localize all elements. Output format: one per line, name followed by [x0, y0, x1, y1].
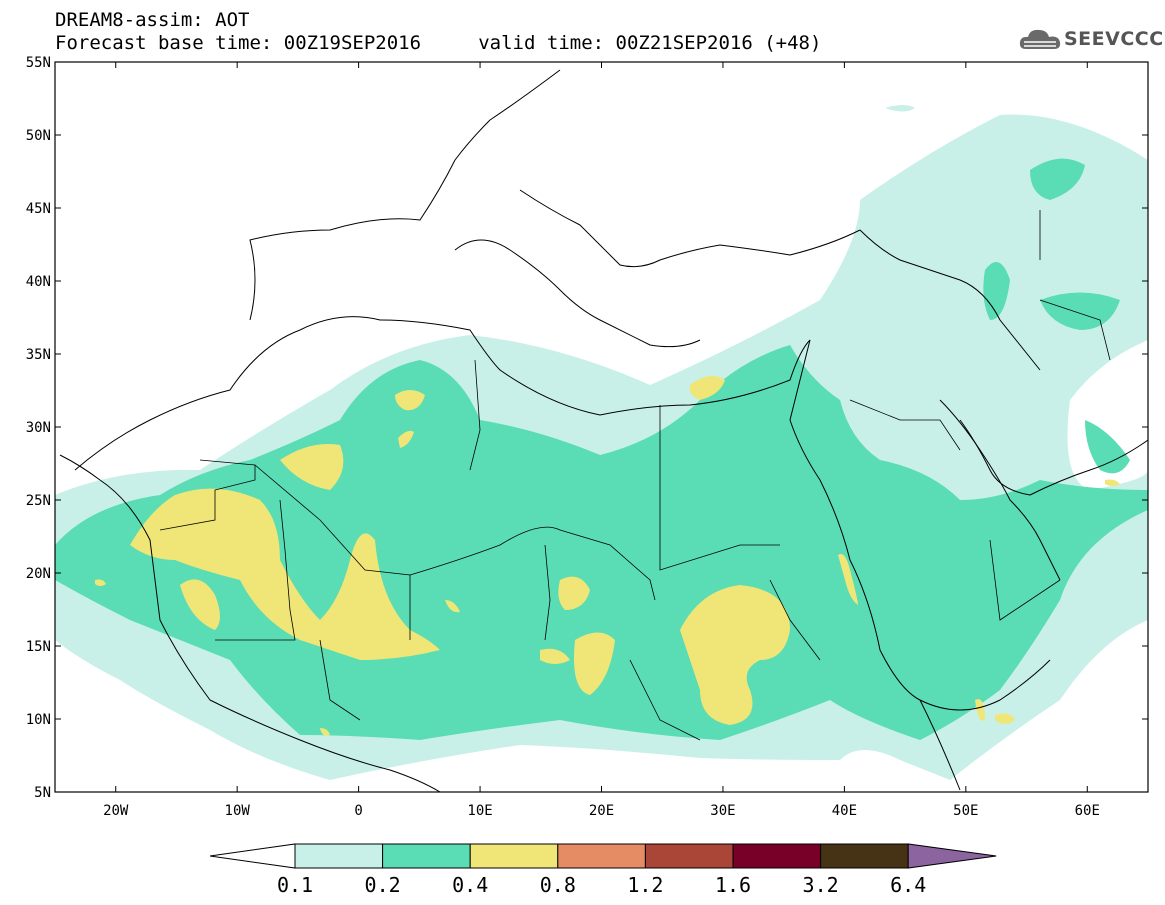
lat-tick-label: 50N	[26, 128, 51, 144]
colorbar-label: 1.6	[715, 873, 751, 897]
forecast-time-line: Forecast base time: 00Z19SEP2016 valid t…	[55, 32, 822, 54]
lat-tick-label: 15N	[26, 639, 51, 655]
colorbar-label: 0.2	[365, 873, 401, 897]
lat-tick-label: 25N	[26, 493, 51, 509]
logo-text: SEEVCCC	[1064, 28, 1164, 50]
colorbar-label: 3.2	[803, 873, 839, 897]
colorbar-box	[820, 843, 909, 869]
colorbar-label: 0.4	[452, 873, 488, 897]
lon-tick-label: 20W	[103, 803, 129, 819]
lon-tick-label: 10W	[225, 803, 251, 819]
lon-tick-label: 20E	[589, 803, 614, 819]
aot-contours	[55, 69, 1148, 792]
lat-tick-label: 45N	[26, 201, 51, 217]
colorbar-box	[557, 843, 646, 869]
colorbar-box	[644, 843, 734, 869]
latitude-axis: 55N 50N 45N 40N 35N 30N 25N 20N 15N 10N 5N	[26, 55, 1148, 801]
lon-tick-label: 50E	[953, 803, 978, 819]
lat-tick-label: 5N	[34, 785, 51, 801]
seevccc-logo: SEEVCCC	[1018, 24, 1163, 54]
lon-tick-label: 10E	[467, 803, 492, 819]
coastlines	[59, 69, 1148, 792]
colorbar-upper-arrow	[907, 843, 997, 869]
lat-tick-label: 35N	[26, 347, 51, 363]
colorbar-label: 0.1	[277, 873, 313, 897]
map-title: DREAM8-assim: AOT	[55, 9, 250, 31]
lon-tick-label: 30E	[710, 803, 735, 819]
colorbar-label: 0.8	[540, 873, 576, 897]
colorbar-box	[732, 843, 822, 869]
lat-tick-label: 55N	[26, 55, 51, 71]
lon-tick-label: 40E	[832, 803, 857, 819]
lat-tick-label: 20N	[26, 566, 51, 582]
colorbar-label: 1.2	[627, 873, 663, 897]
colorbar-box	[294, 843, 384, 869]
cloud-icon	[1019, 29, 1061, 49]
colorbar-box	[469, 843, 559, 869]
lat-tick-label: 30N	[26, 420, 51, 436]
colorbar: 0.1 0.2 0.4 0.8 1.2 1.6 3.2 6.4	[209, 843, 997, 897]
lon-tick-label: 60E	[1075, 803, 1100, 819]
longitude-axis: 20W 10W 0 10E 20E 30E 40E 50E 60E	[103, 62, 1100, 819]
colorbar-lower-arrow	[209, 843, 296, 869]
lat-tick-label: 10N	[26, 712, 51, 728]
country-borders	[159, 210, 1111, 741]
lon-tick-label: 0	[354, 803, 362, 819]
colorbar-label: 6.4	[890, 873, 926, 897]
lat-tick-label: 40N	[26, 274, 51, 290]
aot-level-0.4	[95, 376, 1120, 736]
colorbar-box	[382, 843, 471, 869]
